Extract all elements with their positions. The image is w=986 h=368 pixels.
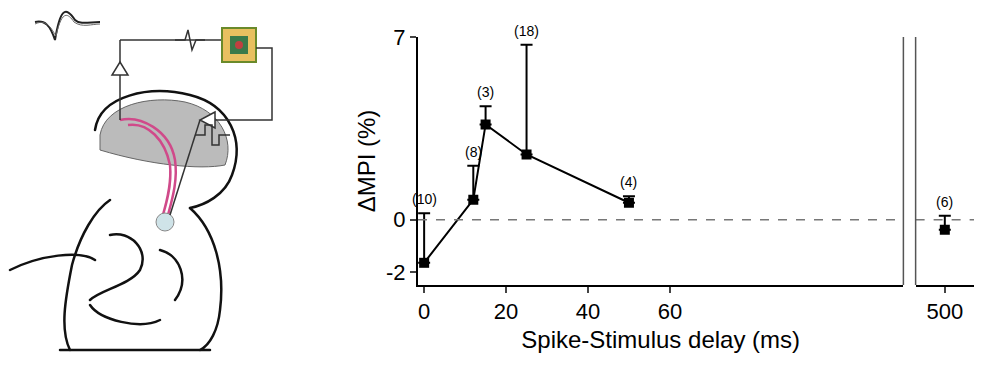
svg-text:500: 500 [926,299,963,324]
svg-text:(6): (6) [936,194,953,210]
svg-text:20: 20 [494,299,518,324]
svg-text:(18): (18) [514,23,539,39]
svg-text:60: 60 [658,299,682,324]
svg-text:ΔMPI (%): ΔMPI (%) [353,110,380,213]
svg-text:(10): (10) [412,191,437,207]
svg-text:0: 0 [418,299,430,324]
svg-text:(8): (8) [465,144,482,160]
svg-text:(4): (4) [620,174,637,190]
svg-text:40: 40 [576,299,600,324]
svg-text:0: 0 [393,207,405,232]
svg-text:Spike-Stimulus delay (ms): Spike-Stimulus delay (ms) [521,326,800,353]
svg-text:(3): (3) [477,84,494,100]
svg-text:-2: -2 [386,260,406,285]
svg-text:7: 7 [393,25,405,50]
